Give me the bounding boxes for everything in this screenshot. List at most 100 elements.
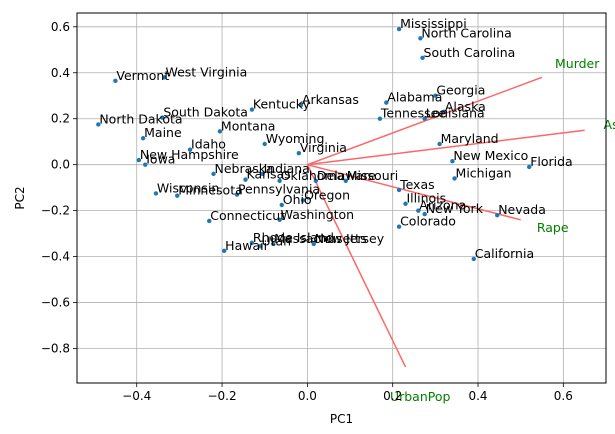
data-point: [422, 211, 427, 217]
data-point: [279, 202, 284, 208]
point-label: South Dakota: [163, 105, 248, 120]
x-tick-label: −0.2: [207, 389, 236, 403]
point-label: California: [475, 246, 534, 261]
data-point: [437, 141, 442, 147]
data-point: [450, 159, 455, 164]
point-label: Arkansas: [302, 92, 359, 107]
data-point: [452, 176, 457, 181]
point-label: New Hampshire: [140, 147, 239, 162]
point-label: Oregon: [304, 187, 350, 202]
point-label: Minnesota: [178, 183, 243, 198]
point-label: Tennessee: [380, 106, 446, 121]
data-point: [418, 36, 423, 41]
data-point: [343, 178, 348, 183]
data-point: [221, 248, 227, 254]
data-point: [396, 26, 402, 32]
data-point: [422, 116, 427, 121]
point-label: Maryland: [441, 131, 499, 146]
data-point: [403, 201, 408, 206]
data-point: [311, 241, 316, 247]
data-point: [433, 93, 438, 98]
data-point: [296, 150, 302, 156]
data-point: [249, 107, 255, 112]
data-point: [260, 171, 265, 177]
data-point: [160, 115, 165, 120]
loading-label: Assault: [603, 117, 615, 132]
point-label: Michigan: [456, 165, 512, 180]
x-tick-label: 0.2: [383, 389, 402, 403]
data-point: [113, 78, 118, 83]
point-label: New Jersey: [315, 231, 385, 246]
x-tick-label: 0.0: [298, 389, 317, 403]
data-point: [96, 122, 101, 127]
y-axis-title: PC2: [13, 186, 27, 209]
point-label: North Dakota: [99, 111, 182, 126]
point-label: Illinois: [406, 191, 446, 206]
x-tick-label: −0.4: [122, 389, 151, 403]
data-point: [495, 213, 500, 218]
data-point: [271, 241, 276, 247]
data-point: [243, 177, 248, 182]
loading-labels: Murder Assault UrbanPop Rape: [390, 56, 615, 404]
point-label: New York: [426, 201, 484, 216]
point-label: Kentucky: [253, 97, 311, 112]
point-label: Colorado: [400, 214, 456, 229]
data-point: [207, 218, 212, 224]
point-label: Nebraska: [215, 161, 274, 176]
point-label: Utah: [261, 233, 291, 248]
point-label: Montana: [221, 118, 276, 133]
point-label: Kansas: [247, 167, 291, 182]
y-tick-label: −0.4: [41, 250, 70, 264]
data-point: [249, 240, 255, 246]
loading-vector: [307, 129, 585, 166]
point-label: West Virginia: [165, 64, 247, 79]
point-label: Maine: [144, 125, 182, 140]
data-point: [313, 178, 319, 183]
axis-ticks: −0.4 −0.2 0.0 0.2 0.4 0.6 0.6 0.4 0.2 0.0 −0.2 −0.4…: [41, 20, 573, 403]
data-point: [277, 178, 282, 183]
data-point: [211, 171, 216, 177]
point-label: Idaho: [191, 137, 226, 152]
point-label: Louisiana: [426, 106, 485, 121]
loading-label: Murder: [555, 56, 600, 71]
data-point: [396, 187, 402, 193]
point-label: Missouri: [347, 168, 398, 183]
point-label: Hawaii: [225, 238, 267, 253]
y-tick-label: −0.6: [41, 296, 70, 310]
point-label: Mississippi: [400, 16, 467, 31]
point-label: Delaware: [317, 168, 376, 183]
data-point: [416, 208, 421, 213]
plot-frame: [76, 12, 607, 384]
y-tick-label: 0.0: [51, 158, 70, 172]
data-point: [143, 162, 148, 167]
point-label: Florida: [530, 154, 573, 169]
data-point: [527, 164, 532, 170]
y-tick-label: −0.2: [41, 204, 70, 218]
y-tick-label: −0.8: [41, 342, 70, 356]
point-label: Massachusetts: [274, 231, 366, 246]
y-tick-label: 0.2: [51, 112, 70, 126]
y-tick-label: 0.6: [51, 20, 70, 34]
data-point: [262, 141, 267, 147]
data-point: [234, 192, 240, 197]
point-label: Iowa: [146, 152, 175, 167]
data-point: [175, 193, 180, 198]
data-point: [153, 191, 159, 196]
data-point: [471, 256, 476, 262]
point-label: Nevada: [498, 202, 546, 217]
loading-vectors: [306, 76, 585, 368]
x-tick-label: 0.6: [554, 389, 573, 403]
loading-vector: [307, 163, 521, 221]
data-point: [298, 102, 304, 108]
x-axis-title: PC1: [330, 412, 353, 426]
point-label: Rhode Island: [253, 230, 334, 245]
loading-vector: [307, 76, 543, 166]
data-point: [277, 217, 282, 223]
x-tick-label: 0.4: [468, 389, 487, 403]
data-point: [441, 109, 447, 115]
point-label: Wisconsin: [157, 180, 219, 195]
point-label: Georgia: [436, 83, 485, 98]
y-tick-label: 0.4: [51, 66, 70, 80]
